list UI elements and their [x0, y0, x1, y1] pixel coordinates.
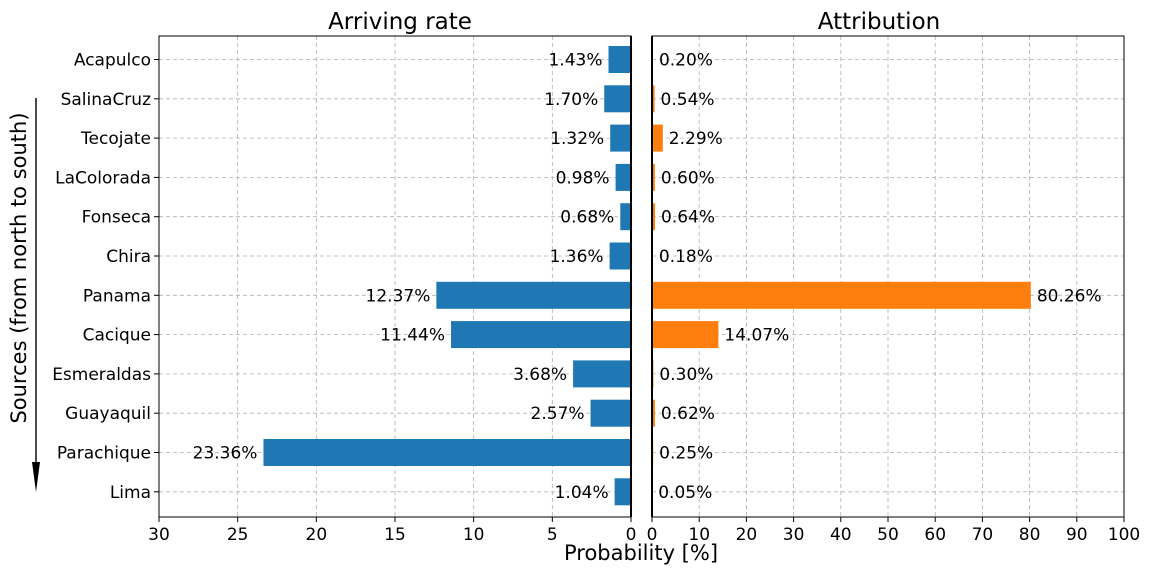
right-x-tick-label: 20 [736, 525, 758, 545]
arriving-rate-value-label: 1.43% [548, 51, 602, 71]
right-x-tick-label: 10 [688, 525, 710, 545]
arriving-rate-value-label: 1.32% [550, 129, 604, 149]
category-label: Lima [110, 483, 151, 503]
arriving-rate-value-label: 1.70% [544, 90, 598, 110]
arriving-rate-bar [615, 163, 631, 191]
category-label: Parachique [57, 444, 151, 464]
arriving-rate-value-label: 0.98% [556, 168, 610, 188]
attribution-value-label: 0.18% [659, 247, 713, 267]
left-x-tick-label: 25 [227, 525, 249, 545]
left-x-tick-label: 30 [148, 525, 170, 545]
attribution-value-label: 0.60% [661, 168, 715, 188]
attribution-bar [652, 163, 655, 191]
attribution-bar [652, 203, 656, 231]
text-layer: 30 25 20 15 10 5 0 0 10 20 30 40 50 60 70 80 90 100Acapul… [52, 51, 1140, 546]
arriving-rate-value-label: 1.04% [555, 483, 609, 503]
arriving-rate-value-label: 3.68% [513, 365, 567, 385]
attribution-bar [652, 85, 655, 113]
category-label: Acapulco [74, 51, 151, 71]
attribution-value-label: 80.26% [1037, 286, 1102, 306]
arriving-rate-bar [620, 203, 631, 231]
left-x-tick-label: 15 [384, 525, 406, 545]
arriving-rate-bar [451, 321, 631, 349]
attribution-value-label: 0.62% [661, 404, 715, 424]
left-x-tick-label: 5 [547, 525, 558, 545]
frame-layer [154, 35, 1125, 522]
attribution-value-label: 14.07% [724, 326, 789, 346]
y-axis-label: Sources (from north to south) [7, 112, 31, 423]
right-x-tick-label: 60 [924, 525, 946, 545]
bars-layer [263, 46, 1031, 506]
x-axis-label: Probability [%] [564, 541, 718, 565]
arriving-rate-bar [590, 399, 631, 427]
category-label: Esmeraldas [52, 365, 151, 385]
arriving-rate-value-label: 0.68% [560, 208, 614, 228]
category-label: Tecojate [80, 129, 151, 149]
arriving-rate-bar [573, 360, 631, 388]
right-x-tick-label: 90 [1066, 525, 1088, 545]
arriving-rate-value-label: 11.44% [380, 326, 445, 346]
attribution-value-label: 0.64% [661, 208, 715, 228]
category-label: Panama [83, 286, 151, 306]
category-label: Fonseca [82, 208, 151, 228]
left-panel-title: Arriving rate [328, 9, 472, 35]
arriving-rate-bar [263, 439, 631, 466]
attribution-bar [652, 321, 719, 349]
grid-layer [158, 36, 1125, 517]
y-axis-arrow-head [32, 462, 40, 492]
attribution-value-label: 0.05% [658, 483, 712, 503]
attribution-bar [652, 124, 663, 152]
attribution-value-label: 2.29% [669, 129, 723, 149]
right-x-tick-label: 100 [1108, 525, 1140, 545]
category-label: Chira [106, 247, 151, 267]
attribution-value-label: 0.25% [659, 444, 713, 464]
left-x-tick-label: 0 [626, 525, 637, 545]
left-x-tick-label: 10 [463, 525, 485, 545]
arriving-rate-bar [610, 124, 631, 152]
right-panel-title: Attribution [818, 9, 940, 35]
attribution-value-label: 0.54% [661, 90, 715, 110]
arriving-rate-value-label: 12.37% [366, 286, 431, 306]
arriving-rate-value-label: 23.36% [193, 444, 258, 464]
category-label: LaColorada [55, 168, 151, 188]
arriving-rate-bar [436, 281, 631, 309]
arriving-rate-bar [614, 478, 631, 506]
category-label: Guayaquil [65, 404, 151, 424]
right-x-tick-label: 0 [647, 525, 658, 545]
arriving-rate-value-label: 1.36% [550, 247, 604, 267]
arriving-rate-bar [609, 242, 631, 270]
right-x-tick-label: 80 [1019, 525, 1041, 545]
arriving-rate-value-label: 2.57% [531, 404, 585, 424]
attribution-value-label: 0.20% [659, 51, 713, 71]
attribution-bar [652, 281, 1031, 309]
right-x-tick-label: 40 [830, 525, 852, 545]
attribution-value-label: 0.30% [659, 365, 713, 385]
arriving-rate-bar [608, 46, 631, 73]
right-x-tick-label: 70 [972, 525, 994, 545]
attribution-bar [652, 399, 655, 427]
category-label: Cacique [83, 326, 151, 346]
right-x-tick-label: 30 [783, 525, 805, 545]
right-x-tick-label: 50 [877, 525, 899, 545]
left-x-tick-label: 20 [306, 525, 328, 545]
category-label: SalinaCruz [61, 90, 151, 110]
arriving-rate-bar [604, 85, 631, 113]
